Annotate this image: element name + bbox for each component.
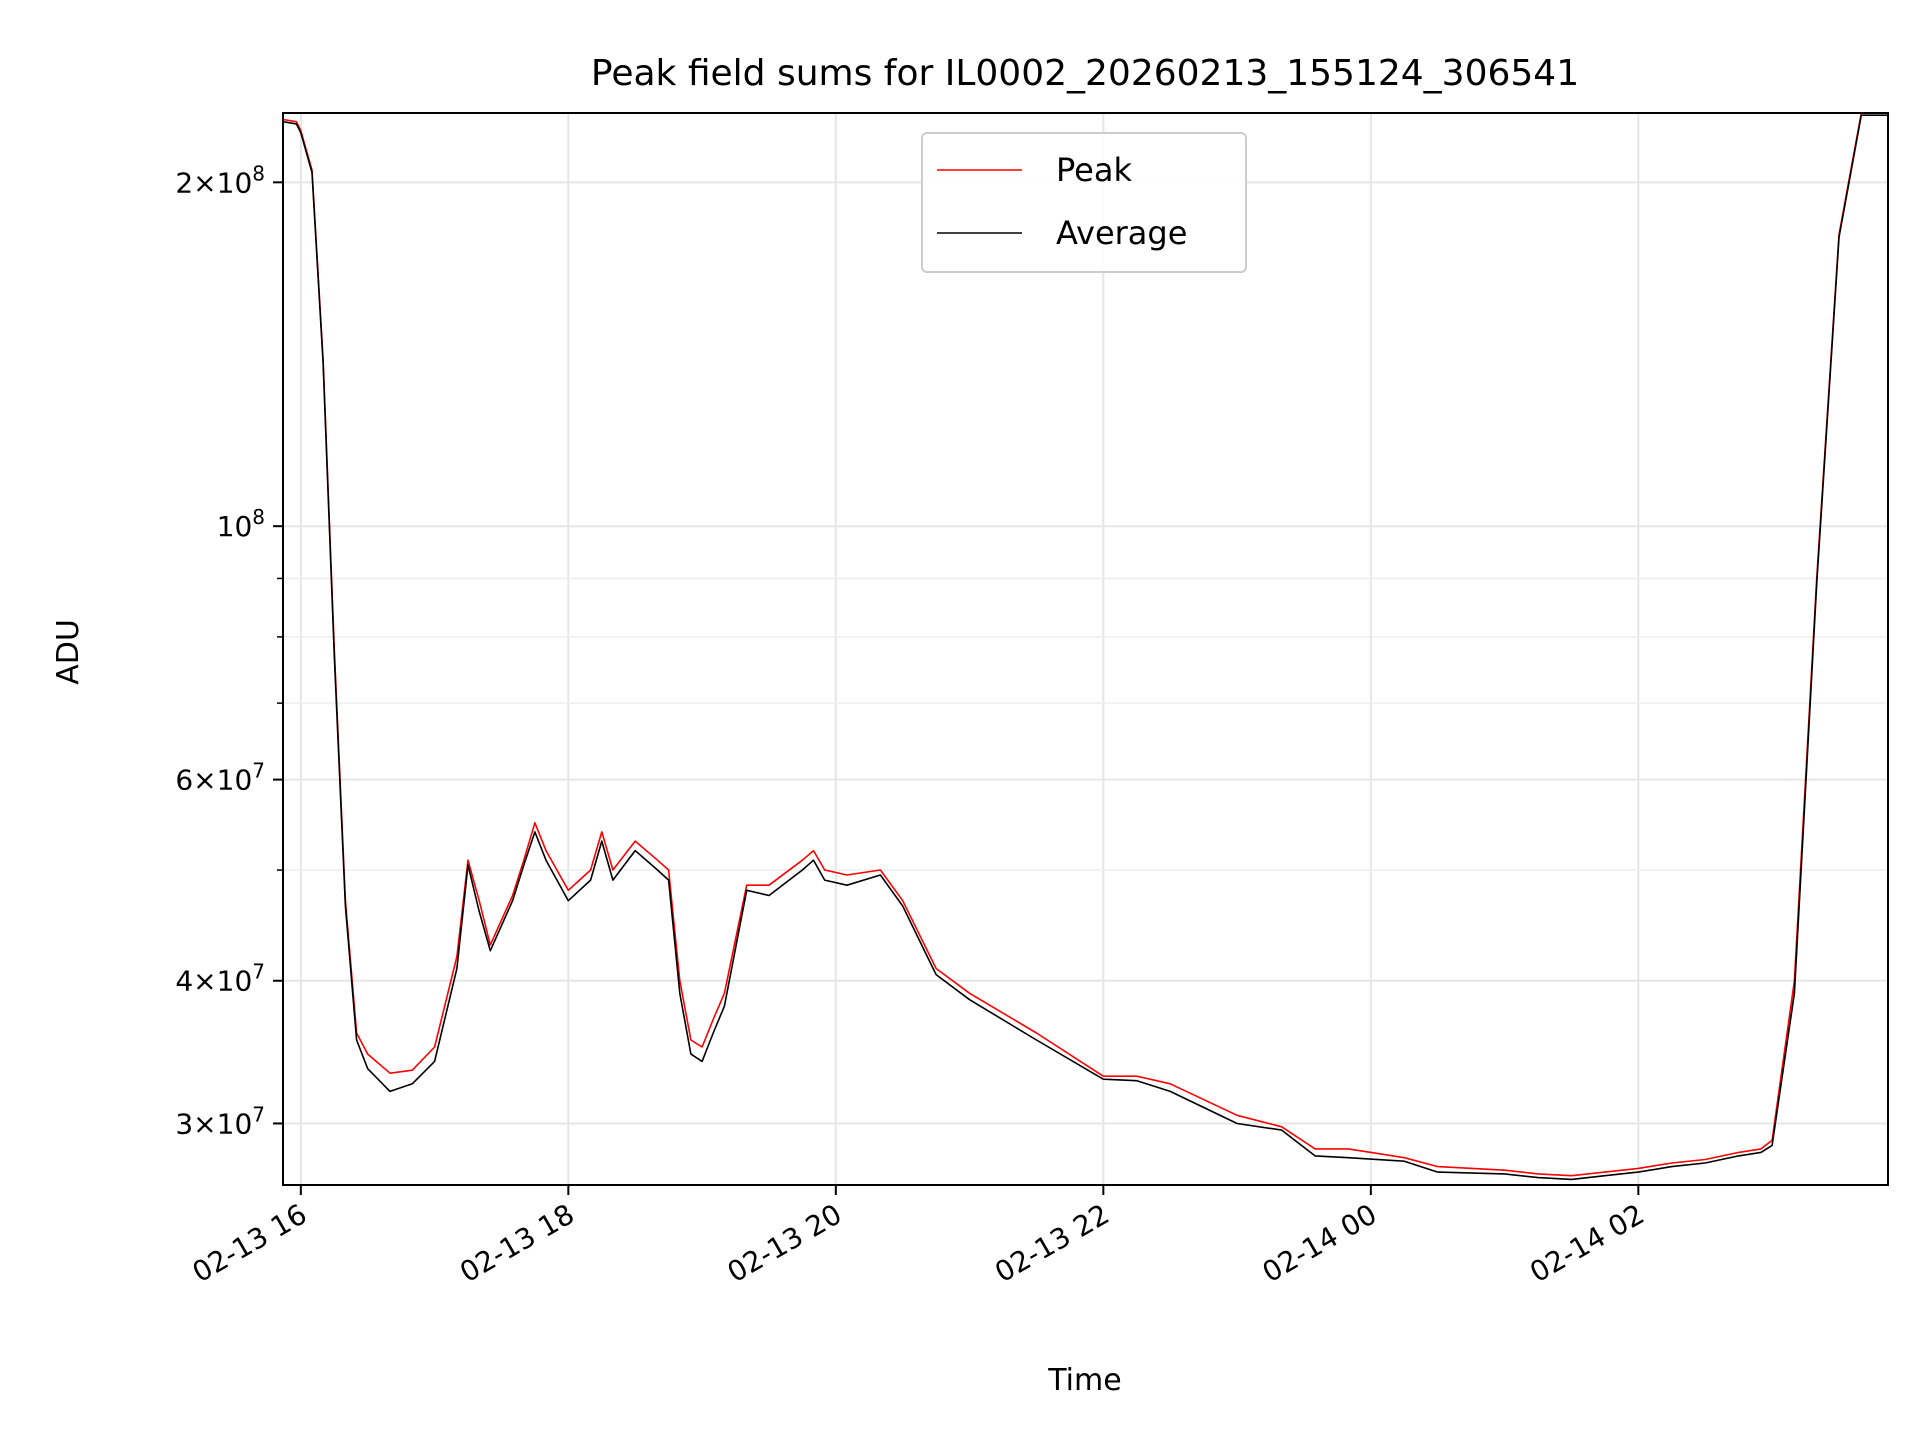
y-axis-label: ADU	[51, 619, 86, 685]
y-tick-label: 2×108	[175, 161, 265, 199]
series-line-peak	[283, 113, 1888, 1177]
y-tick-mantissa: 4	[175, 965, 193, 998]
legend-label-average: Average	[1056, 214, 1187, 252]
y-tick-times: ×10	[193, 166, 252, 199]
legend: Peak Average	[921, 132, 1247, 273]
y-tick-exponent: 7	[252, 960, 265, 984]
y-tick-label: 4×107	[175, 960, 265, 998]
y-tick-label: 3×107	[175, 1102, 265, 1140]
series-line-average	[283, 114, 1888, 1181]
legend-box	[921, 132, 1247, 273]
y-tick-exponent: 8	[252, 161, 265, 185]
y-tick-times: ×10	[193, 764, 252, 797]
y-tick-times: ×10	[193, 965, 252, 998]
y-tick-mantissa: 2	[175, 166, 193, 199]
y-tick-exponent: 7	[252, 1102, 265, 1126]
series-layer	[283, 113, 1888, 1181]
x-axis-label: Time	[1047, 1363, 1121, 1398]
chart-title: Peak field sums for IL0002_20260213_1551…	[591, 53, 1579, 94]
y-tick-exponent: 7	[252, 759, 265, 783]
y-tick-ten: 10	[217, 510, 253, 543]
y-tick-mantissa: 3	[175, 1107, 193, 1140]
y-tick-label: 108	[217, 505, 265, 543]
y-tick-mantissa: 6	[175, 764, 193, 797]
y-tick-times: ×10	[193, 1107, 252, 1140]
legend-label-peak: Peak	[1056, 151, 1132, 189]
y-tick-label: 6×107	[175, 759, 265, 797]
plot-frame	[282, 112, 1889, 1186]
y-tick-exponent: 8	[252, 505, 265, 529]
